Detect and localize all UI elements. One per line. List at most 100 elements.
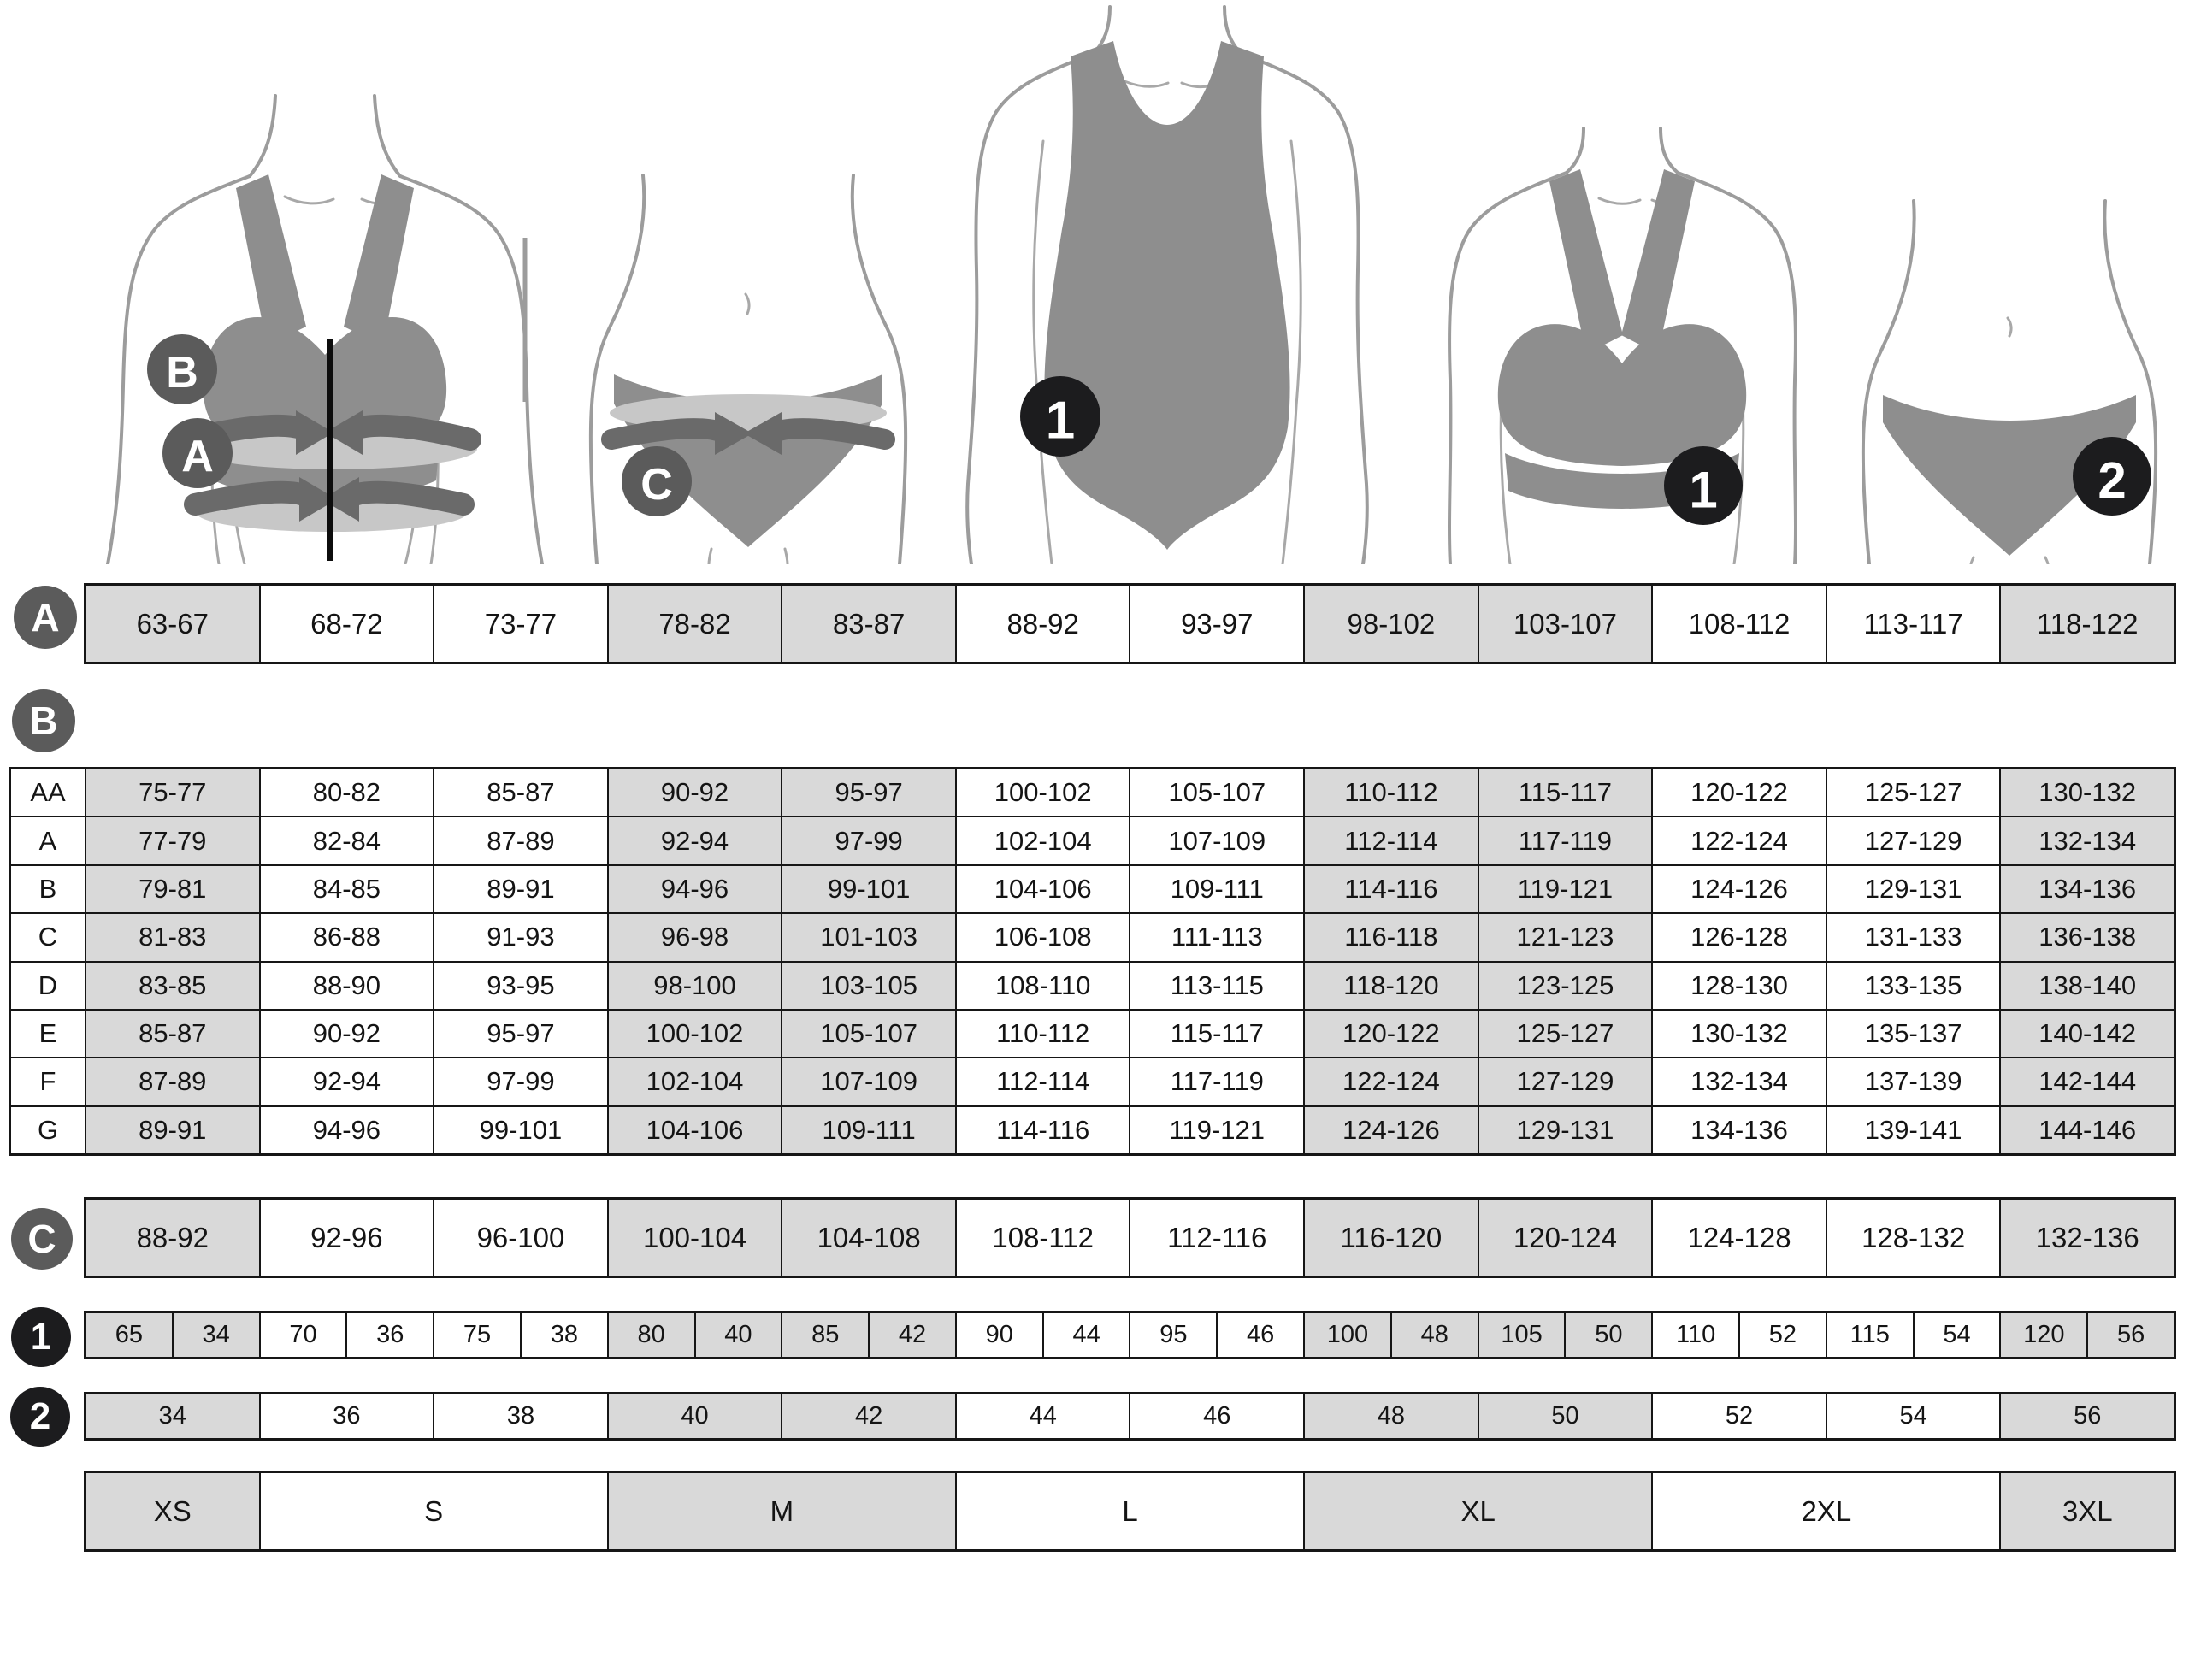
range-cell: 87-89 (86, 1058, 259, 1105)
bust-tape-band (190, 428, 477, 469)
range-cell: 83-87 (782, 586, 955, 662)
intl-size-cell: 3XL (2001, 1473, 2174, 1549)
range-cell: 107-109 (782, 1058, 955, 1105)
range-cell: 102-104 (608, 1058, 782, 1105)
briefs-size-cell: 40 (608, 1394, 782, 1438)
figure-swimsuit: 1 (965, 5, 1369, 564)
bra-size-cell: 56 (2088, 1313, 2174, 1357)
bra-size-cell: 95 (1130, 1313, 1217, 1357)
range-cell: 139-141 (1826, 1106, 2000, 1153)
range-cell: 124-126 (1305, 1106, 1478, 1153)
range-cell: 104-108 (782, 1200, 955, 1276)
range-cell: 115-117 (1478, 769, 1652, 816)
size-1-badge-label: 1 (1046, 392, 1075, 451)
range-cell: 135-137 (1826, 1010, 2000, 1058)
size-1-badge: 1 (1020, 376, 1100, 457)
briefs-size-cell: 54 (1826, 1394, 2000, 1438)
collarbone-line (1597, 197, 1642, 205)
range-cell: 90-92 (608, 769, 782, 816)
bra-size-cell: 105 (1478, 1313, 1565, 1357)
range-cell: 91-93 (434, 914, 607, 961)
briefs-size-cell: 50 (1478, 1394, 1652, 1438)
body-outline (248, 94, 277, 178)
range-cell: 83-85 (86, 962, 259, 1009)
briefs-size-cell: 38 (434, 1394, 607, 1438)
range-cell: 128-132 (1826, 1200, 2000, 1276)
underbust-range-row: 63-67 68-72 73-77 78-82 83-87 88-92 93-97 98-10… (84, 583, 2176, 664)
range-cell: 96-98 (608, 914, 782, 961)
range-cell: 86-88 (260, 914, 434, 961)
range-cell: 94-96 (260, 1106, 434, 1153)
intl-size-cell: S (260, 1473, 607, 1549)
range-cell: 127-129 (1478, 1058, 1652, 1105)
range-cell: 95-97 (434, 1010, 607, 1058)
range-cell: 97-99 (434, 1058, 607, 1105)
range-cell: 118-122 (2001, 586, 2174, 662)
range-cell: 107-109 (1130, 817, 1304, 864)
bra-size-cell: 70 (260, 1313, 346, 1357)
range-cell: 92-96 (260, 1200, 434, 1276)
bra-size-cell: 50 (1566, 1313, 1652, 1357)
center-front-line (327, 339, 333, 561)
range-cell: 103-105 (782, 962, 955, 1009)
range-cell: 92-94 (260, 1058, 434, 1105)
navel-line (2006, 316, 2013, 338)
range-cell: 131-133 (1826, 914, 2000, 961)
range-cell: 119-121 (1130, 1106, 1304, 1153)
range-cell: 121-123 (1478, 914, 1652, 961)
range-cell: 96-100 (434, 1200, 607, 1276)
range-cell: 130-132 (2001, 769, 2174, 816)
underbust-measure-arrows (184, 477, 475, 522)
range-cell: 87-89 (434, 817, 607, 864)
range-cell: 117-119 (1478, 817, 1652, 864)
range-cell: 108-110 (956, 962, 1130, 1009)
row-1-badge: 1 (11, 1307, 71, 1367)
range-cell: 99-101 (782, 865, 955, 913)
range-cell: 138-140 (2001, 962, 2174, 1009)
range-cell: 124-128 (1653, 1200, 1826, 1276)
range-cell: 80-82 (260, 769, 434, 816)
range-cell: 137-139 (1826, 1058, 2000, 1105)
range-cell: 111-113 (1130, 914, 1304, 961)
intl-size-cell: XS (86, 1473, 259, 1549)
bra-size-cell: 48 (1391, 1313, 1478, 1357)
bra-size-row: 65 34 70 36 75 38 80 40 85 42 90 44 95 46 100 48 105 50 11… (84, 1311, 2176, 1359)
range-cell: 112-114 (956, 1058, 1130, 1105)
range-cell: 82-84 (260, 817, 434, 864)
cup-size-table: AA 75-77 80-82 85-87 90-92 95-97 100-102 105-10… (9, 767, 2176, 1156)
range-cell: 118-120 (1305, 962, 1478, 1009)
range-cell: 98-102 (1305, 586, 1478, 662)
range-cell: 63-67 (86, 586, 259, 662)
size-2-badge-label: 2 (2098, 452, 2126, 510)
range-cell: 110-112 (956, 1010, 1130, 1058)
range-cell: 124-126 (1653, 865, 1826, 913)
bra-size-cell: 100 (1305, 1313, 1390, 1357)
range-cell: 92-94 (608, 817, 782, 864)
cup-row-label: B (11, 865, 85, 913)
range-cell: 129-131 (1826, 865, 2000, 913)
range-cell: 88-90 (260, 962, 434, 1009)
range-cell: 134-136 (1653, 1106, 1826, 1153)
range-cell: 132-134 (2001, 817, 2174, 864)
hip-measure-arrows (601, 412, 895, 455)
range-cell: 68-72 (260, 586, 434, 662)
cup-row-label: F (11, 1058, 85, 1105)
range-cell: 105-107 (1130, 769, 1304, 816)
figure-briefs: 2 (1861, 199, 2158, 564)
range-cell: 94-96 (608, 865, 782, 913)
briefs-size-cell: 36 (260, 1394, 434, 1438)
intl-size-cell: L (956, 1473, 1304, 1549)
range-cell: 73-77 (434, 586, 607, 662)
bra-size-cell: 52 (1740, 1313, 1826, 1357)
hip-range-row: 88-92 92-96 96-100 100-104 104-108 108-112 112… (84, 1197, 2176, 1278)
size-1-badge-label: 1 (1689, 462, 1717, 519)
briefs-size-cell: 52 (1653, 1394, 1826, 1438)
range-cell: 116-120 (1305, 1200, 1478, 1276)
cup-row-label: D (11, 962, 85, 1009)
measure-c-badge: C (622, 446, 692, 516)
range-cell: 122-124 (1653, 817, 1826, 864)
range-cell: 134-136 (2001, 865, 2174, 913)
intl-size-cell: XL (1305, 1473, 1652, 1549)
cup-row-label: C (11, 914, 85, 961)
